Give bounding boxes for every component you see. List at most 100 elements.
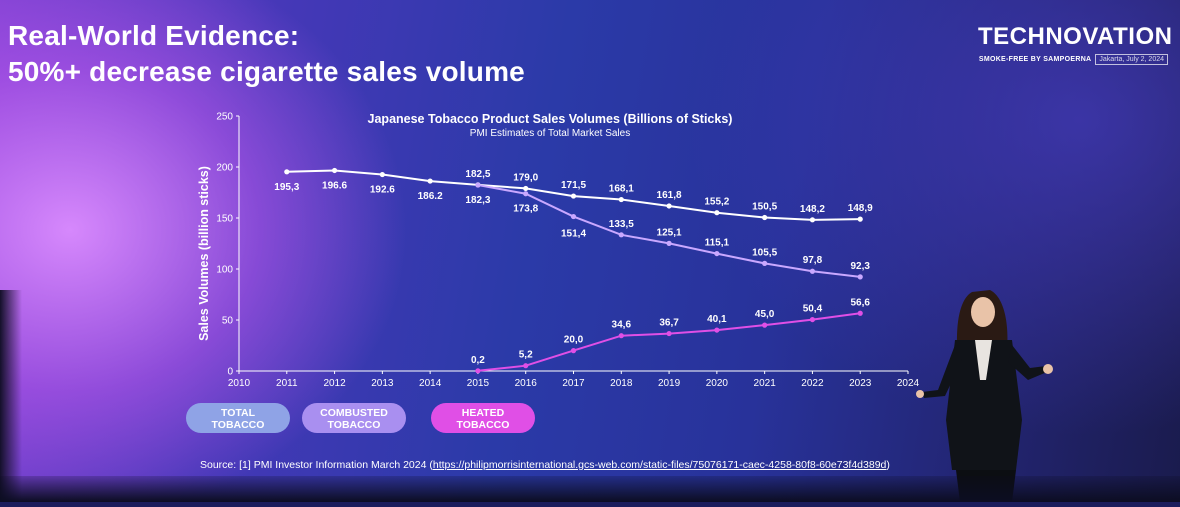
legend-heated-line1: HEATED bbox=[461, 406, 505, 419]
brand-tagline: SMOKE-FREE BY SAMPOERNA bbox=[978, 56, 1092, 63]
data-point-heated bbox=[714, 327, 720, 333]
legend-combusted-line1: COMBUSTED bbox=[320, 406, 388, 419]
data-label-combusted: 97,8 bbox=[803, 255, 823, 266]
y-tick-label: 0 bbox=[227, 367, 233, 378]
data-label-total: 182,5 bbox=[465, 169, 490, 180]
data-label-heated: 56,6 bbox=[850, 297, 870, 308]
data-label-total: 168,1 bbox=[609, 184, 634, 195]
data-label-combusted: 92,3 bbox=[850, 261, 870, 272]
y-tick-label: 150 bbox=[216, 214, 233, 225]
source-link[interactable]: https://philipmorrisinternational.gcs-we… bbox=[432, 459, 887, 471]
data-point-total bbox=[331, 167, 338, 174]
y-tick-label: 100 bbox=[216, 265, 233, 276]
data-point-combusted bbox=[666, 240, 672, 246]
left-edge-shadow bbox=[0, 290, 22, 502]
data-label-total: 192.6 bbox=[370, 185, 395, 196]
data-point-total bbox=[762, 214, 768, 221]
legend-total-tobacco: TOTAL TOBACCO bbox=[186, 403, 290, 433]
data-point-heated bbox=[475, 368, 481, 374]
data-label-heated: 5,2 bbox=[519, 350, 533, 361]
legend-heated-line2: TOBACCO bbox=[456, 418, 510, 431]
data-label-heated: 20,0 bbox=[564, 335, 584, 346]
data-point-heated bbox=[570, 348, 577, 354]
data-label-combusted: 133,5 bbox=[609, 219, 634, 230]
data-point-total bbox=[809, 217, 816, 223]
y-tick-label: 50 bbox=[222, 316, 234, 327]
data-label-total: 150,5 bbox=[752, 201, 777, 212]
chart-subtitle: PMI Estimates of Total Market Sales bbox=[470, 128, 630, 139]
data-point-combusted bbox=[475, 182, 481, 188]
data-label-total: 161,8 bbox=[657, 190, 682, 201]
y-axis-label: Sales Volumes (billion sticks) bbox=[197, 166, 211, 341]
y-tick-label: 250 bbox=[216, 112, 233, 123]
data-label-heated: 34,6 bbox=[612, 320, 632, 331]
data-label-combusted: 182,3 bbox=[465, 195, 490, 206]
event-brand: TECHNOVATION SMOKE-FREE BY SAMPOERNA Jak… bbox=[978, 23, 1173, 65]
data-label-combusted: 115,1 bbox=[705, 238, 730, 249]
data-point-combusted bbox=[809, 268, 816, 274]
data-label-heated: 45,0 bbox=[755, 309, 775, 320]
data-point-heated bbox=[523, 363, 529, 369]
data-point-combusted bbox=[762, 260, 768, 266]
data-point-total bbox=[523, 185, 529, 192]
data-label-total: 186.2 bbox=[418, 191, 443, 202]
data-label-heated: 40,1 bbox=[707, 314, 727, 325]
data-point-heated bbox=[762, 322, 768, 328]
data-label-total: 196.6 bbox=[322, 180, 347, 191]
legend-combusted-tobacco: COMBUSTED TOBACCO bbox=[302, 403, 406, 433]
slide-title: Real-World Evidence: 50%+ decrease cigar… bbox=[8, 18, 525, 90]
data-point-combusted bbox=[570, 213, 577, 220]
x-tick-label: 2014 bbox=[419, 378, 442, 389]
data-point-combusted bbox=[618, 232, 624, 238]
data-point-total bbox=[427, 178, 433, 184]
data-point-total bbox=[379, 171, 385, 178]
data-label-total: 179,0 bbox=[513, 172, 538, 183]
data-label-total: 195,3 bbox=[274, 182, 299, 193]
x-tick-label: 2015 bbox=[467, 378, 490, 389]
x-tick-label: 2022 bbox=[801, 378, 824, 389]
data-label-total: 148,2 bbox=[800, 204, 825, 215]
data-point-heated bbox=[618, 333, 624, 339]
data-label-heated: 0,2 bbox=[471, 355, 485, 366]
data-label-heated: 36,7 bbox=[659, 318, 679, 329]
x-tick-label: 2010 bbox=[228, 378, 251, 389]
source-prefix: Source: [1] PMI Investor Information Mar… bbox=[200, 459, 433, 471]
legend-total-line1: TOTAL bbox=[220, 406, 255, 419]
data-point-total bbox=[618, 196, 624, 203]
x-tick-label: 2019 bbox=[658, 378, 681, 389]
legend-total-line2: TOBACCO bbox=[211, 418, 265, 431]
data-label-combusted: 105,5 bbox=[752, 247, 777, 258]
data-point-total bbox=[714, 210, 720, 216]
x-tick-label: 2023 bbox=[849, 378, 872, 389]
x-tick-label: 2012 bbox=[323, 378, 346, 389]
data-point-heated bbox=[666, 330, 672, 337]
x-tick-label: 2013 bbox=[371, 378, 394, 389]
data-label-total: 155,2 bbox=[704, 197, 729, 208]
brand-date: Jakarta, July 2, 2024 bbox=[1095, 54, 1168, 65]
data-point-total bbox=[284, 169, 290, 175]
x-tick-label: 2018 bbox=[610, 378, 633, 389]
brand-logo-text: TECHNOVATION bbox=[978, 23, 1173, 50]
x-tick-label: 2024 bbox=[897, 378, 920, 389]
data-label-total: 171,5 bbox=[561, 180, 586, 191]
source-citation: Source: [1] PMI Investor Information Mar… bbox=[200, 459, 890, 471]
slide-title-line1: Real-World Evidence: bbox=[8, 20, 300, 51]
stage-floor bbox=[0, 476, 1180, 502]
legend-combusted-line2: TOBACCO bbox=[327, 418, 381, 431]
data-label-combusted: 173,8 bbox=[513, 204, 538, 215]
legend-heated-tobacco: HEATED TOBACCO bbox=[431, 403, 535, 433]
x-tick-label: 2016 bbox=[515, 378, 538, 389]
data-label-heated: 50,4 bbox=[803, 304, 823, 315]
x-tick-label: 2017 bbox=[562, 378, 585, 389]
data-point-heated bbox=[857, 310, 863, 316]
data-label-combusted: 151,4 bbox=[561, 229, 586, 240]
data-point-combusted bbox=[714, 250, 720, 257]
slide-title-line2: 50%+ decrease cigarette sales volume bbox=[8, 56, 525, 87]
data-point-total bbox=[570, 193, 577, 199]
x-tick-label: 2011 bbox=[276, 378, 298, 389]
data-point-combusted bbox=[857, 274, 863, 280]
source-suffix: ) bbox=[886, 459, 890, 471]
x-tick-label: 2021 bbox=[754, 378, 777, 389]
data-point-total bbox=[666, 203, 672, 209]
